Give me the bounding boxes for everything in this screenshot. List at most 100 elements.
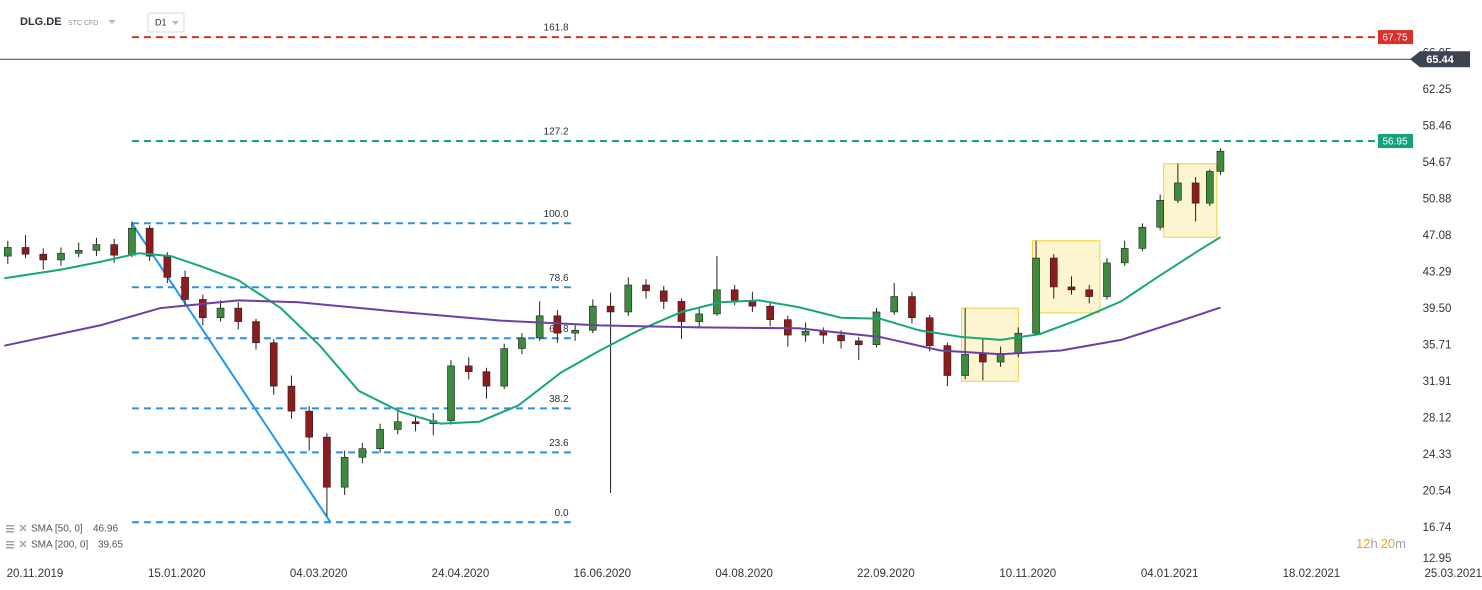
legend-value: 39.65 (98, 540, 123, 551)
candle-body (128, 227, 136, 256)
candle-body (854, 340, 863, 345)
timeframe-select[interactable] (147, 12, 185, 33)
countdown-part: m (1395, 536, 1406, 551)
y-tick-label: 58.46 (1423, 121, 1452, 133)
candle-body (500, 348, 508, 387)
y-tick-label: 47.08 (1423, 230, 1452, 242)
candle-body (269, 342, 278, 387)
candle-body (1103, 262, 1111, 297)
x-tick-label: 10.11.2020 (999, 568, 1056, 580)
candle-body (252, 321, 260, 344)
fib-label: 0.0 (555, 508, 569, 519)
x-tick-label: 16.06.2020 (574, 568, 632, 580)
candle-body (624, 284, 633, 313)
sma-line (4, 236, 1221, 425)
candle-body (695, 313, 704, 322)
legend-icons (6, 524, 27, 549)
level-tag-label: 67.75 (1382, 33, 1407, 44)
x-tick-label: 15.01.2020 (148, 568, 206, 580)
candle-body (1174, 182, 1182, 201)
last-price-label: 65.44 (1426, 54, 1454, 66)
candle-body (216, 307, 225, 319)
candle-body (518, 337, 526, 349)
candle-body (234, 307, 243, 322)
x-tick-label: 04.03.2020 (290, 568, 348, 580)
highlight-box (1032, 240, 1101, 314)
candle-body (1205, 171, 1214, 204)
candle-body (589, 305, 597, 331)
candle-body (606, 305, 615, 313)
legend-value: 46.96 (93, 524, 118, 535)
fib-label: 127.2 (544, 127, 569, 138)
x-tick-label: 24.04.2020 (432, 568, 490, 580)
y-tick-label: 50.88 (1423, 194, 1452, 206)
candle-body (110, 244, 118, 256)
candle-body (340, 457, 349, 488)
candle-body (305, 410, 313, 438)
candle-body (766, 305, 774, 320)
x-tick-label: 18.02.2021 (1283, 568, 1341, 580)
y-tick-label: 20.54 (1423, 486, 1452, 498)
y-tick-label: 54.67 (1423, 157, 1452, 169)
candle-body (890, 296, 899, 313)
candle-body (199, 299, 207, 319)
candle-body (837, 334, 845, 342)
candle-body (163, 255, 172, 278)
candle-body (553, 315, 562, 334)
candle-body (961, 354, 969, 376)
candle-body (57, 252, 65, 261)
candle-body (943, 345, 952, 376)
countdown-part: 20 (1381, 536, 1395, 551)
x-tick-label: 04.01.2021 (1141, 568, 1199, 580)
countdown-part: 12 (1356, 536, 1370, 551)
candle-body (376, 429, 384, 449)
highlight-box (961, 307, 1019, 382)
y-tick-label: 35.71 (1423, 340, 1452, 352)
x-tick-label: 22.09.2020 (857, 568, 915, 580)
y-tick-label: 43.29 (1423, 267, 1452, 279)
candle-body (394, 421, 402, 430)
legend-label: SMA [200, 0] (31, 540, 88, 551)
instrument-type: STC CFD (68, 20, 98, 27)
candle-body (730, 289, 739, 301)
candle-body (1216, 150, 1225, 172)
candle-body (1067, 286, 1076, 291)
candle-body (659, 290, 668, 302)
dropdown-arrow[interactable] (172, 21, 179, 25)
candle-body (1156, 199, 1164, 228)
candle-body (39, 253, 48, 261)
countdown-part: h (1370, 536, 1377, 551)
x-tick-label: 04.08.2020 (715, 568, 773, 580)
sma-line (4, 299, 1221, 356)
candle-body (801, 330, 810, 336)
dropdown-arrow[interactable] (108, 20, 116, 24)
timeframe: D1 (155, 17, 167, 27)
candle-body (535, 315, 544, 339)
y-tick-label: 16.74 (1423, 522, 1452, 534)
x-tick-label: 25.03.2021 (1424, 568, 1482, 580)
candle-body (979, 354, 987, 363)
fib-label: 23.6 (549, 438, 569, 449)
candle-body (145, 227, 154, 257)
y-axis-area (1412, 0, 1482, 590)
countdown: 12h 20m (1356, 536, 1406, 551)
fib-label: 100.0 (544, 209, 569, 220)
symbol: DLG.DE (20, 16, 62, 28)
candle-body (1049, 257, 1058, 288)
y-tick-label: 12.95 (1423, 553, 1452, 565)
last-price-tag (1410, 51, 1470, 68)
candle-body (464, 365, 473, 372)
x-tick-label: 20.11.2019 (7, 568, 64, 580)
fib-label: 161.8 (544, 23, 569, 34)
candle-body (482, 371, 491, 387)
fib-label: 38.2 (549, 394, 569, 405)
y-tick-label: 39.50 (1423, 303, 1452, 315)
fib-label: 78.6 (549, 273, 569, 284)
candle-body (908, 296, 916, 319)
candle-body (1032, 257, 1040, 334)
y-tick-label: 62.25 (1423, 84, 1452, 96)
